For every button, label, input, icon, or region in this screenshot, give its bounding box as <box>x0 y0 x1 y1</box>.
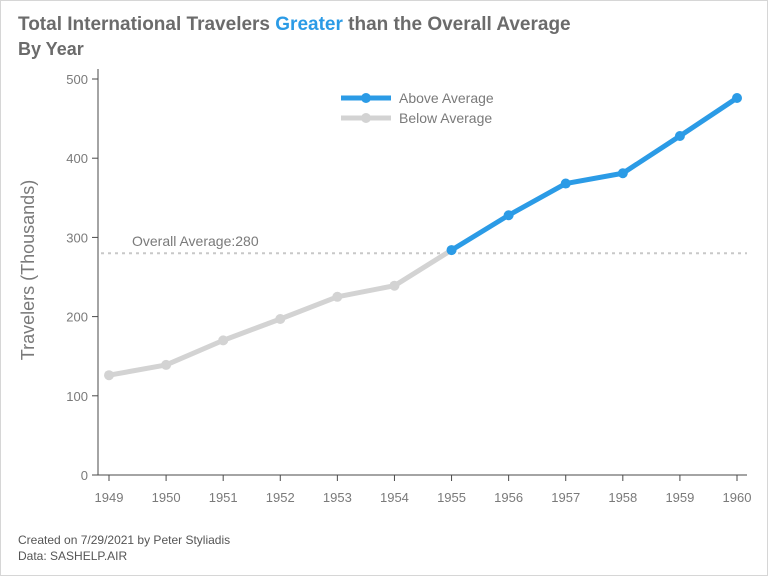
x-tick-label: 1957 <box>551 490 580 505</box>
x-tick-label: 1959 <box>665 490 694 505</box>
legend-label-above: Above Average <box>399 90 494 106</box>
x-tick-label: 1951 <box>209 490 238 505</box>
below-average-point <box>104 370 114 381</box>
y-tick-label: 100 <box>66 389 88 404</box>
y-tick-label: 0 <box>81 468 88 483</box>
title-highlight: Greater <box>275 14 343 35</box>
x-tick-label: 1950 <box>152 490 181 505</box>
footnote-created: Created on 7/29/2021 by Peter Styliadis <box>18 533 231 547</box>
y-tick-label: 300 <box>66 230 88 245</box>
above-average-point <box>732 93 742 104</box>
title-prefix: Total International Travelers <box>18 14 276 35</box>
legend-marker-above <box>361 93 371 103</box>
above-average-point <box>674 131 685 142</box>
x-tick-label: 1955 <box>437 490 466 505</box>
below-average-point <box>389 280 400 291</box>
legend-label-below: Below Average <box>399 110 492 126</box>
above-average-line <box>449 95 740 253</box>
below-average-line <box>106 247 455 378</box>
below-average-point <box>275 313 286 324</box>
x-tick-label: 1958 <box>608 490 637 505</box>
below-average-point <box>161 359 172 370</box>
chart-subtitle: By Year <box>18 39 84 59</box>
x-tick-label: 1954 <box>380 490 409 505</box>
x-tick-label: 1952 <box>266 490 295 505</box>
overall-average-label: Overall Average:280 <box>132 233 259 249</box>
x-tick-label: 1960 <box>723 490 752 505</box>
title-suffix: than the Overall Average <box>342 14 571 35</box>
y-tick-label: 500 <box>66 72 88 87</box>
below-average-point <box>218 335 229 346</box>
legend-marker-below <box>361 113 371 123</box>
y-tick-label: 400 <box>66 151 88 166</box>
footnote-data: Data: SASHELP.AIR <box>18 549 128 563</box>
x-tick-label: 1953 <box>323 490 352 505</box>
below-average-point <box>332 291 343 302</box>
y-axis-title: Travelers (Thousands) <box>18 180 38 360</box>
chart-title: Total International Travelers Greater th… <box>18 13 571 37</box>
x-tick-label: 1949 <box>95 490 124 505</box>
above-average-point <box>617 168 628 179</box>
above-average-point <box>503 210 514 221</box>
y-tick-label: 200 <box>66 310 88 325</box>
above-average-point <box>560 178 571 189</box>
x-tick-label: 1956 <box>494 490 523 505</box>
above-average-point <box>446 245 457 256</box>
